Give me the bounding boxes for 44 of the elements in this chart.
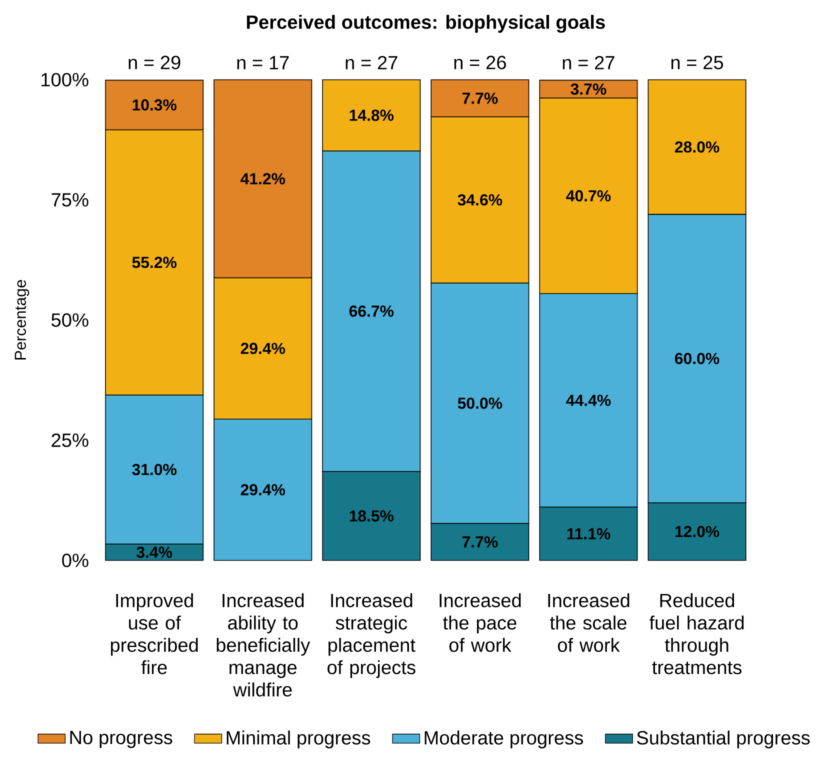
x-tick-label: Improved use of prescribed fire	[110, 593, 198, 674]
data-label: 10.3%	[132, 99, 176, 111]
y-tick-label: 0%	[62, 554, 88, 568]
data-label: 7.7%	[462, 536, 498, 548]
y-tick-label: 25%	[52, 434, 88, 448]
data-label: 28.0%	[674, 142, 720, 153]
y-tick-label: 100%	[42, 73, 88, 87]
x-tick-label: Reduced fuel hazard through treatments	[649, 593, 744, 674]
data-label: 40.7%	[566, 190, 611, 202]
legend-label: No progress	[70, 731, 172, 748]
annotation: n = 25	[671, 56, 724, 70]
x-tick-label: Increased the scale of work	[548, 593, 630, 652]
data-label: 50.0%	[458, 398, 502, 409]
data-label: 29.4%	[240, 342, 286, 354]
data-label: 18.5%	[350, 510, 394, 522]
data-label: 12.0%	[675, 526, 720, 538]
data-label: 7.7%	[462, 92, 498, 104]
annotation: n = 27	[562, 56, 614, 70]
annotation: n = 29	[128, 56, 180, 70]
data-label: 44.4%	[566, 394, 611, 406]
data-label: 3.7%	[570, 84, 606, 95]
data-label: 34.6%	[458, 194, 502, 206]
data-label: 60.0%	[675, 353, 720, 364]
x-tick-label: Increased the pace of work	[440, 593, 521, 652]
data-label: 66.7%	[349, 306, 394, 317]
data-label: 14.8%	[350, 110, 394, 122]
data-label: 3.4%	[136, 546, 172, 558]
data-label: 29.4%	[240, 484, 286, 496]
data-label: 11.1%	[567, 528, 610, 540]
legend-label: Substantial progress	[636, 730, 810, 749]
legend-label: Minimal progress	[226, 730, 370, 749]
y-tick-label: 75%	[52, 193, 88, 207]
annotation: n = 26	[454, 56, 506, 70]
x-tick-label: Increased strategic placement of projects	[328, 593, 416, 678]
chart-title: Perceived outcomes: biophysical goals	[246, 15, 605, 33]
y-tick-label: 50%	[52, 313, 88, 327]
annotation: n = 27	[346, 56, 398, 70]
data-label: 31.0%	[132, 464, 176, 476]
legend-label: Moderate progress	[424, 730, 584, 749]
annotation: n = 17	[237, 56, 289, 70]
data-label: 55.2%	[132, 256, 176, 268]
data-label: 41.2%	[240, 173, 286, 185]
x-tick-label: Increased ability to beneficially manage wildfire	[216, 593, 310, 697]
y-axis-title: Percentage	[14, 280, 30, 360]
